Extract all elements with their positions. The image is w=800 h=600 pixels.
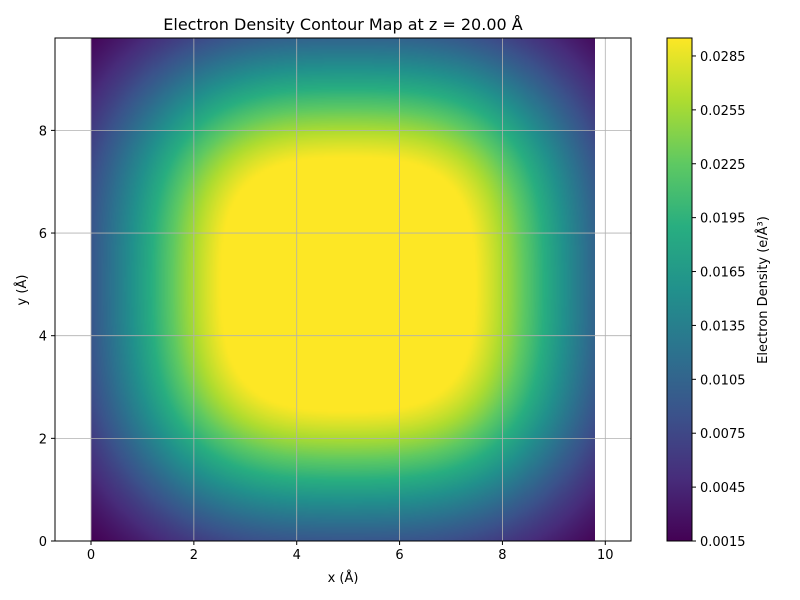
- colorbar-tick-label: 0.0285: [700, 50, 746, 65]
- x-tick-label: 2: [190, 548, 198, 563]
- x-tick-label: 10: [597, 548, 614, 563]
- heatmap-layer: [91, 38, 595, 541]
- y-tick-label: 4: [39, 330, 47, 345]
- x-tick-label: 6: [395, 548, 403, 563]
- colorbar-tick-label: 0.0255: [700, 104, 746, 119]
- colorbar-ticks: 0.0015 0.0045 0.0075 0.0105 0.0135 0.0165 0.01…: [692, 50, 746, 550]
- y-tick-label: 0: [39, 535, 47, 550]
- chart-title: Electron Density Contour Map at z = 20.0…: [163, 15, 522, 34]
- y-axis-label: y (Å): [14, 275, 30, 306]
- colorbar-tick-label: 0.0105: [700, 373, 746, 388]
- x-tick-label: 8: [498, 548, 506, 563]
- colorbar-label: Electron Density (e/Å³): [755, 216, 771, 364]
- x-tick-label: 0: [87, 548, 95, 563]
- colorbar-gradient: [666, 37, 693, 542]
- density-heatmap: [91, 38, 595, 541]
- colorbar-tick-label: 0.0015: [700, 535, 746, 550]
- y-tick-label: 2: [39, 432, 47, 447]
- x-axis-label: x (Å): [328, 570, 359, 586]
- colorbar-tick-label: 0.0075: [700, 427, 746, 442]
- colorbar-tick-label: 0.0165: [700, 266, 746, 281]
- x-tick-label: 4: [293, 548, 301, 563]
- x-axis-ticks: 0 2 4 6 8 10: [87, 541, 614, 563]
- y-tick-label: 6: [39, 227, 47, 242]
- colorbar-tick-label: 0.0195: [700, 212, 746, 227]
- colorbar-tick-label: 0.0135: [700, 319, 746, 334]
- plot-frame: [54, 37, 632, 542]
- colorbar-tick-label: 0.0225: [700, 158, 746, 173]
- y-tick-label: 8: [39, 124, 47, 139]
- y-axis-ticks: 0 2 4 6 8: [39, 124, 55, 550]
- colorbar-tick-label: 0.0045: [700, 481, 746, 496]
